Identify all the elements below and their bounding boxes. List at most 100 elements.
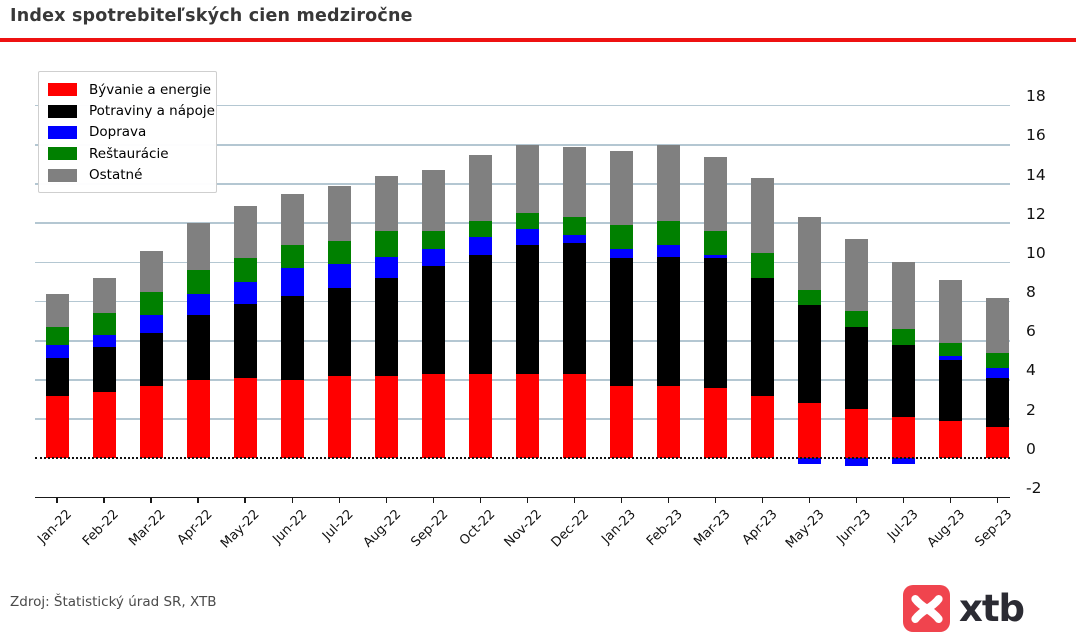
legend-item: Bývanie a energie [48,79,211,100]
bar-segment [327,376,351,459]
legend-label: Ostatné [89,167,143,184]
y-axis-label: 0 [1026,439,1036,458]
x-axis-label: Oct-22 [456,507,498,549]
legend-item: Reštaurácie [48,143,208,164]
x-axis-label: Aug-22 [360,507,404,551]
bar-segment [374,256,398,279]
legend-swatch-icon [48,125,77,139]
x-axis-tick [855,498,858,504]
x-axis-tick [103,498,105,504]
bar-segment [421,374,445,459]
legend-label: Reštaurácie [89,145,169,162]
bar-segment [327,264,351,288]
bar-segment [468,221,492,237]
bar-segment [798,217,822,290]
legend-label: Potraviny a nápoje [89,103,215,120]
bar-segment [845,327,869,410]
bar-segment [139,385,163,459]
bar-segment [703,156,727,232]
x-axis-label: May-23 [782,507,828,552]
title-divider [0,38,1076,42]
y-axis-label: 2 [1026,400,1036,419]
legend-swatch-icon [48,147,77,161]
bar-segment [92,346,116,392]
legend-swatch-icon [48,168,77,182]
bar-segment [45,395,69,459]
bar-segment [374,176,398,232]
bar-segment [139,250,163,292]
bar-segment [233,258,257,282]
bar-segment [515,213,539,230]
x-axis-label: Jan-23 [599,507,640,547]
bar-segment [280,295,304,380]
bar-segment [703,231,727,255]
x-axis-tick [620,498,623,504]
x-axis-tick [56,498,58,504]
bar-segment [798,458,822,465]
bar-segment [374,231,398,257]
bar-segment [751,395,774,459]
xtb-logo-text: xtb [959,587,1025,630]
bar-segment [186,315,210,380]
bar-segment [703,387,727,459]
bar-segment [327,185,351,241]
bar-segment [892,329,916,345]
x-axis-tick [761,498,764,504]
bar-segment [609,385,633,459]
x-axis-label: Dec-22 [548,507,593,551]
bar-segment [562,242,586,375]
bar-segment [609,225,633,249]
bar-segment [656,221,680,245]
y-axis-label: 14 [1026,165,1046,184]
x-axis-tick [150,498,153,504]
bar-segment [186,223,210,271]
x-axis-label: Mar-22 [126,507,169,550]
x-axis-tick [479,498,482,504]
x-axis-tick [808,498,811,504]
x-axis-line [35,496,1010,499]
x-axis-tick [667,498,670,504]
x-axis-label: May-22 [218,507,263,552]
x-axis-label: Jun-23 [834,507,875,547]
legend-item: Potraviny a nápoje [48,100,215,121]
bar-segment [468,254,492,375]
x-axis-label: Jul-22 [320,507,357,544]
x-axis-tick [197,498,200,504]
bar-segment [986,426,1010,459]
bar-segment [845,409,869,459]
x-axis-label: Aug-23 [924,507,969,551]
bar-segment [45,293,69,328]
bar-segment [986,377,1010,427]
x-axis-label: Apr-23 [739,507,781,548]
y-axis-label: 4 [1026,361,1036,380]
bar-segment [139,291,163,316]
bar-segment [421,248,445,267]
bar-segment [656,244,680,257]
bar-segment [515,374,539,459]
bar-segment [468,374,492,459]
legend-item: Doprava [48,122,208,143]
bar-segment [421,266,445,375]
x-axis-tick [432,498,435,504]
bar-segment [845,458,869,467]
bar-segment [139,315,163,333]
bar-segment [92,278,116,314]
bar-segment [515,244,539,375]
bar-segment [327,287,351,376]
y-axis-label: 16 [1026,126,1046,145]
y-axis-label: 10 [1026,243,1046,262]
bar-segment [939,280,963,343]
bar-segment [421,170,445,232]
x-axis-tick [385,498,388,504]
legend-label: Doprava [89,124,147,141]
bar-segment [280,379,304,459]
bar-segment [751,278,774,396]
bar-segment [798,305,822,404]
gridline [35,104,1010,107]
legend-item: Ostatné [48,165,208,186]
x-axis-tick [902,498,905,504]
bar-segment [233,205,257,259]
bar-segment [468,236,492,255]
bar-segment [515,144,539,214]
